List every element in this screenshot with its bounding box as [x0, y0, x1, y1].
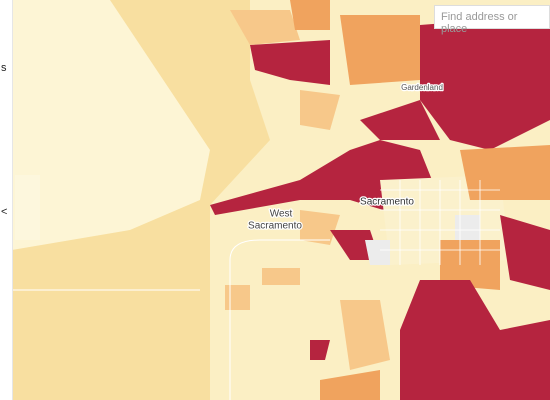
place-label: West	[270, 209, 293, 220]
tract	[420, 15, 550, 150]
tract	[300, 210, 340, 245]
tract	[440, 240, 500, 290]
tract	[320, 370, 380, 400]
sidebar-toggle[interactable]: <	[1, 206, 8, 218]
tract	[15, 175, 40, 240]
tract	[340, 15, 420, 85]
tract	[12, 0, 210, 250]
tract	[340, 300, 390, 370]
tract	[250, 40, 330, 85]
sidebar: s <	[0, 0, 13, 400]
tract	[500, 215, 550, 290]
tract	[290, 0, 330, 30]
place-label: Gardenland	[401, 83, 443, 92]
tract	[230, 10, 300, 45]
tract	[460, 145, 550, 200]
place-label: Sacramento	[248, 221, 302, 232]
tract	[262, 268, 300, 285]
tract	[365, 240, 390, 265]
tract	[12, 0, 270, 400]
tract	[225, 285, 250, 310]
place-label: Sacramento	[360, 197, 414, 208]
tract	[360, 100, 440, 140]
tract	[300, 90, 340, 130]
road	[12, 239, 330, 400]
search-box[interactable]: Find address or place	[434, 5, 550, 35]
tract	[400, 280, 550, 400]
tract	[310, 340, 330, 360]
sidebar-text: s	[1, 62, 7, 74]
street-grid	[380, 180, 500, 265]
